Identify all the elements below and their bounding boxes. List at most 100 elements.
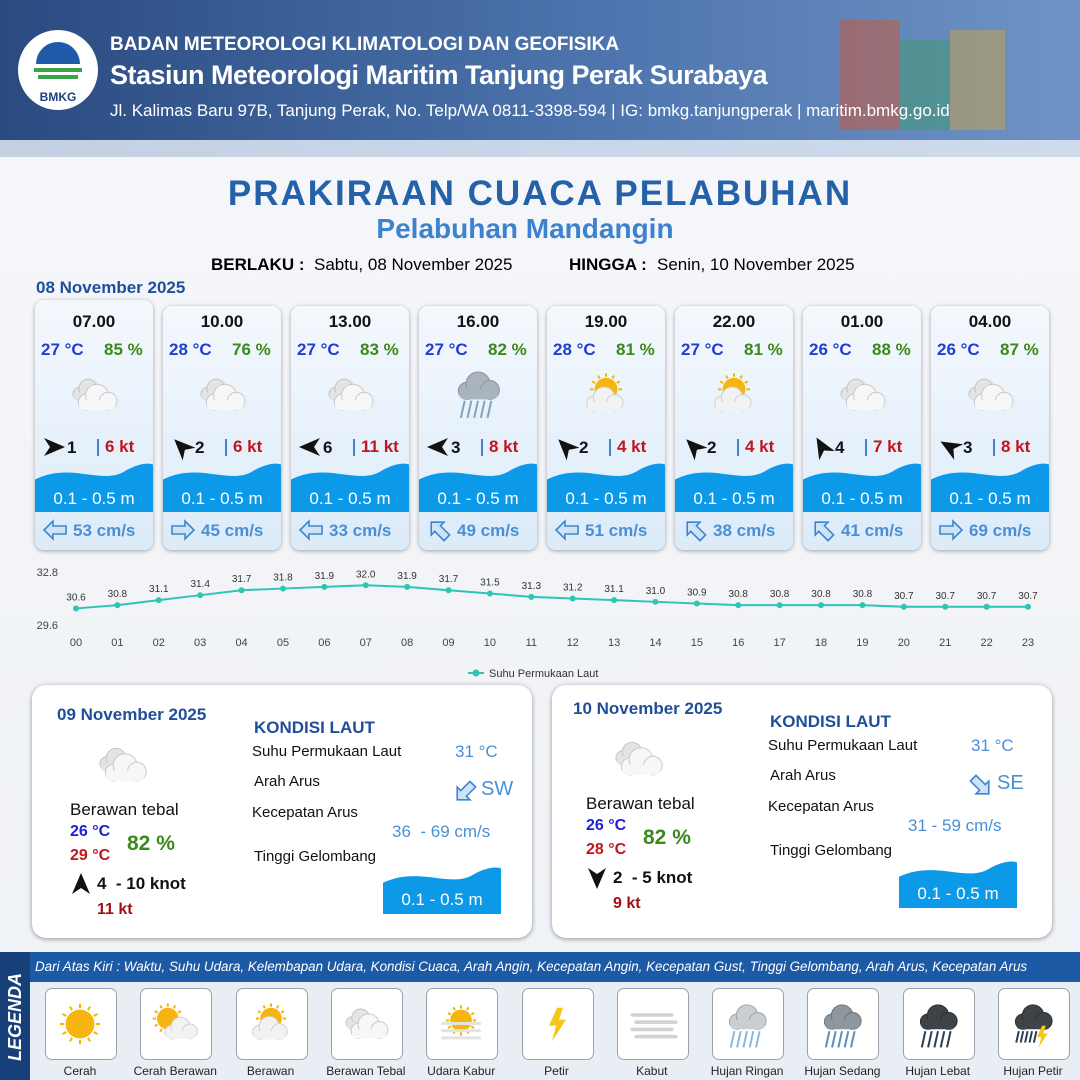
sun-ray	[447, 1025, 452, 1029]
sun-ray	[744, 380, 749, 384]
x-tick-label: 05	[277, 637, 289, 649]
daily-current-speed-label: Kecepatan Arus	[768, 798, 874, 815]
daily-temp-min: 26 °C	[70, 823, 111, 840]
daily-temp-min: 26 °C	[586, 817, 627, 834]
rain-drop	[1024, 1030, 1029, 1043]
cloud	[973, 383, 1014, 411]
daily-sst-label: Suhu Permukaan Laut	[252, 743, 402, 760]
container-stack	[900, 40, 950, 130]
legend-icon	[919, 1004, 958, 1048]
rain-drop	[473, 400, 479, 419]
sun-ray	[69, 1006, 73, 1011]
legend-label: Cerah	[63, 1064, 97, 1078]
cloud-base	[1016, 1020, 1051, 1030]
legend-label: Cerah Berawan	[133, 1064, 217, 1078]
card-gust: 6 kt	[233, 437, 263, 456]
current-arrow-shape	[939, 519, 964, 541]
point	[155, 597, 162, 604]
card-current: 49 cm/s	[457, 521, 520, 540]
legend-icon	[345, 1008, 389, 1039]
wave	[291, 463, 409, 512]
card-humidity: 87 %	[1000, 340, 1039, 359]
daily-current-speed-label: Kecepatan Arus	[252, 804, 358, 821]
point	[652, 598, 659, 605]
card-time: 19.00	[584, 312, 628, 331]
rain-drop	[939, 1030, 945, 1048]
data-label: 31.9	[315, 571, 335, 582]
card-wave: 0.1 - 0.5 m	[565, 489, 647, 508]
point	[900, 603, 907, 610]
card-current: 33 cm/s	[329, 521, 392, 540]
validity-from-label: BERLAKU :	[211, 255, 305, 274]
rain-drop	[945, 1030, 952, 1048]
current-arrow-shape	[686, 521, 707, 542]
x-tick-label: 09	[442, 637, 454, 649]
logo: BMKG	[18, 30, 98, 110]
cloud-base	[730, 1020, 765, 1030]
card-wave: 0.1 - 0.5 m	[821, 489, 903, 508]
x-tick-label: 21	[939, 637, 951, 649]
daily-wave: 0.1 - 0.5 m	[401, 890, 483, 909]
card-time: 10.00	[200, 312, 244, 331]
card-time: 22.00	[712, 312, 756, 331]
cloud	[205, 383, 246, 411]
subtitle: Pelabuhan Mandangin	[376, 213, 674, 244]
cloud	[164, 1016, 199, 1040]
sun-ray	[159, 1028, 164, 1033]
legend-title: LEGENDA	[5, 973, 25, 1062]
wind-arrow	[940, 441, 964, 460]
x-tick-label: 20	[898, 637, 910, 649]
data-label: 30.8	[108, 589, 128, 600]
card-current: 45 cm/s	[201, 521, 264, 540]
card-humidity: 76 %	[232, 340, 271, 359]
card-wave: 0.1 - 0.5 m	[309, 489, 391, 508]
point	[693, 600, 700, 607]
forecast-card: 10.00 28 °C 76 % 2 6 kt 0.1 - 0.5 m 45 cm/s	[163, 306, 281, 550]
cloud	[824, 1004, 863, 1030]
card-temperature: 28 °C	[169, 340, 212, 359]
card-humidity: 88 %	[872, 340, 911, 359]
daily-wave-label: Tinggi Gelombang	[254, 848, 377, 865]
x-tick-label: 07	[360, 637, 372, 649]
validity-from: Sabtu, 08 November 2025	[314, 255, 513, 274]
card-temperature: 27 °C	[41, 340, 84, 359]
card-wave: 0.1 - 0.5 m	[53, 489, 135, 508]
legend-icon-box	[330, 988, 403, 1060]
daily-current-dir-label: Arah Arus	[770, 767, 836, 784]
legend-swatch	[472, 669, 480, 677]
card-current: 69 cm/s	[969, 521, 1032, 540]
point	[859, 602, 866, 609]
forecast-card: 19.00 28 °C 81 % 2 4 kt 0.1 - 0.5 m 51 cm/s	[547, 306, 665, 550]
cloud	[728, 1004, 767, 1030]
wave	[163, 463, 281, 512]
org-name: BADAN METEOROLOGI KLIMATOLOGI DAN GEOFIS…	[110, 34, 620, 55]
daily-temp-max: 29 °C	[70, 847, 111, 864]
rain-drop	[920, 1030, 927, 1048]
forecast-card: 22.00 27 °C 81 % 2 4 kt 0.1 - 0.5 m 38 cm/s	[675, 306, 793, 550]
line	[75, 584, 1028, 610]
card-time: 16.00	[456, 312, 500, 331]
forecast-date: 08 November 2025	[36, 278, 186, 297]
wave	[35, 463, 153, 512]
header-decoration	[0, 20, 1080, 157]
card-time: 07.00	[72, 312, 116, 331]
legend-bar	[0, 952, 1080, 982]
sun	[65, 1009, 95, 1039]
legend-icon	[59, 1003, 101, 1045]
sun-ray	[452, 1006, 457, 1011]
current-arrow	[686, 521, 707, 542]
point	[486, 590, 493, 597]
y-tick-label: 32.8	[37, 567, 58, 579]
data-label: 30.8	[770, 589, 790, 600]
validity-to-label: HINGGA :	[569, 255, 647, 274]
data-label: 31.5	[480, 578, 500, 589]
card-time: 01.00	[840, 312, 884, 331]
sst-chart: 29.6 32.8 00 01 02 03 04 05 06 07 08 09 10 11 12 13 14 15…	[37, 567, 1039, 680]
wind-arrow-head	[174, 439, 196, 461]
x-tick-label: 06	[318, 637, 330, 649]
header-banner	[0, 0, 1080, 157]
logo-mark	[34, 42, 82, 79]
legend-label: Suhu Permukaan Laut	[489, 668, 598, 680]
card-gust: 8 kt	[1001, 437, 1031, 456]
